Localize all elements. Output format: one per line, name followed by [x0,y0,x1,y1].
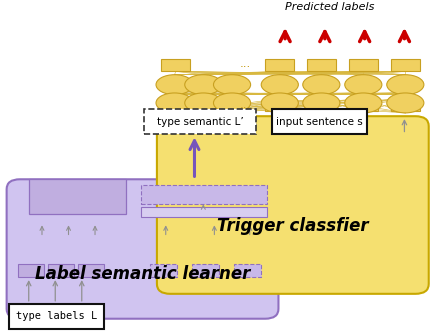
Ellipse shape [345,75,382,95]
Ellipse shape [156,93,193,113]
Bar [9,304,104,329]
Bar [349,59,378,71]
Bar [141,185,267,204]
Ellipse shape [185,93,222,113]
Ellipse shape [213,93,251,113]
Bar [78,264,104,277]
Text: ...: ... [240,57,251,70]
FancyBboxPatch shape [157,116,429,294]
Ellipse shape [213,75,251,95]
Ellipse shape [261,93,298,113]
Text: type labels L: type labels L [16,311,97,321]
Ellipse shape [387,93,424,113]
Bar [161,59,190,71]
Text: Label semantic learner: Label semantic learner [35,265,250,283]
Text: ...: ... [240,98,251,112]
Bar [161,99,190,111]
Bar [307,99,336,111]
FancyBboxPatch shape [7,179,278,319]
Ellipse shape [261,75,298,95]
Text: type semantic L’: type semantic L’ [156,117,244,126]
Bar [307,59,336,71]
Bar [265,99,294,111]
Ellipse shape [345,93,382,113]
Bar [265,59,294,71]
Ellipse shape [303,75,340,95]
Bar [144,109,256,134]
Bar [349,99,378,111]
Text: Predicted labels: Predicted labels [285,2,374,12]
Bar [234,264,261,277]
Bar [391,99,420,111]
Bar [48,264,74,277]
Ellipse shape [156,75,193,95]
Bar [150,264,177,277]
Bar [18,264,44,277]
Bar [141,207,267,217]
Bar [29,179,126,214]
Ellipse shape [387,75,424,95]
Bar [192,264,219,277]
Ellipse shape [303,93,340,113]
Ellipse shape [185,75,222,95]
Bar [391,59,420,71]
Bar [272,109,367,134]
Text: Trigger classfier: Trigger classfier [217,217,369,235]
Text: input sentence s: input sentence s [276,117,363,126]
